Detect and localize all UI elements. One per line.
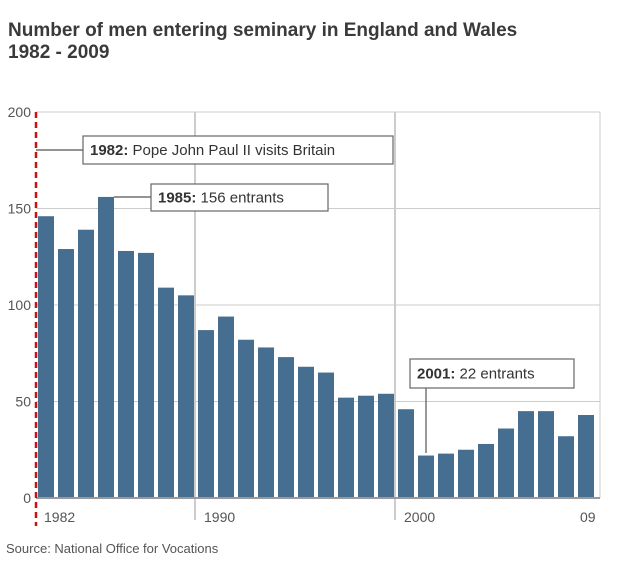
y-tick-label: 0	[23, 490, 31, 506]
annotation-box	[82, 135, 394, 165]
source-note: Source: National Office for Vocations	[6, 541, 219, 556]
y-tick-label: 50	[15, 394, 31, 410]
subtitle-line: 1982 - 2009	[8, 42, 110, 63]
bar-1994	[278, 357, 294, 498]
bar-1989	[178, 295, 194, 498]
bar-2001	[418, 455, 434, 498]
x-tick-label: 2000	[404, 509, 435, 525]
bar-1993	[258, 347, 274, 498]
bar-2009	[578, 415, 594, 498]
annotation-1985: 1985: 156 entrants	[114, 183, 329, 212]
annotation-text: 22 entrants	[455, 366, 534, 383]
annotation-text: Pope John Paul II visits Britain	[128, 142, 335, 159]
bar-1983	[58, 249, 74, 498]
x-tick-label: 1990	[204, 509, 235, 525]
bar-2002	[438, 453, 454, 498]
bar-2007	[538, 411, 554, 498]
annotation-year: 1982:	[90, 142, 128, 159]
bar-1982	[38, 216, 54, 498]
annotation-box	[409, 358, 575, 389]
annotation-label: 2001: 22 entrants	[417, 366, 535, 383]
bar-2000	[398, 409, 414, 498]
bar-1998	[358, 395, 374, 498]
bar-2003	[458, 449, 474, 498]
y-tick-label: 100	[8, 297, 32, 313]
annotation-year: 1985:	[158, 190, 196, 207]
bar-2005	[498, 428, 514, 498]
x-tick-label: 09	[580, 509, 596, 525]
annotation-box	[150, 183, 329, 212]
bar-1995	[298, 366, 314, 498]
bar-1990	[198, 330, 214, 498]
chart-title: Number of men entering seminary in Engla…	[8, 20, 517, 64]
title-line: Number of men entering seminary in Engla…	[8, 20, 518, 41]
annotation-text: 156 entrants	[196, 190, 284, 207]
bar-2006	[518, 411, 534, 498]
bar-1985	[98, 196, 114, 499]
bar-1996	[318, 372, 334, 498]
bar-1988	[158, 287, 174, 498]
x-tick-label: 1982	[44, 509, 75, 525]
y-tick-label: 150	[8, 201, 32, 217]
annotation-label: 1985: 156 entrants	[158, 190, 284, 207]
bar-1992	[238, 339, 254, 498]
bar-1984	[78, 229, 94, 499]
annotation-1982: 1982: Pope John Paul II visits Britain	[36, 135, 394, 165]
bar-1986	[118, 250, 134, 498]
bar-2008	[558, 436, 574, 498]
bar-2004	[478, 443, 494, 498]
annotation-2001: 2001: 22 entrants	[409, 358, 575, 453]
annotation-label: 1982: Pope John Paul II visits Britain	[90, 142, 335, 159]
bar-1997	[338, 397, 354, 498]
annotation-year: 2001:	[417, 366, 455, 383]
y-tick-label: 200	[8, 104, 32, 120]
bar-1991	[218, 316, 234, 498]
bar-1999	[378, 393, 394, 498]
bar-1987	[138, 252, 154, 498]
